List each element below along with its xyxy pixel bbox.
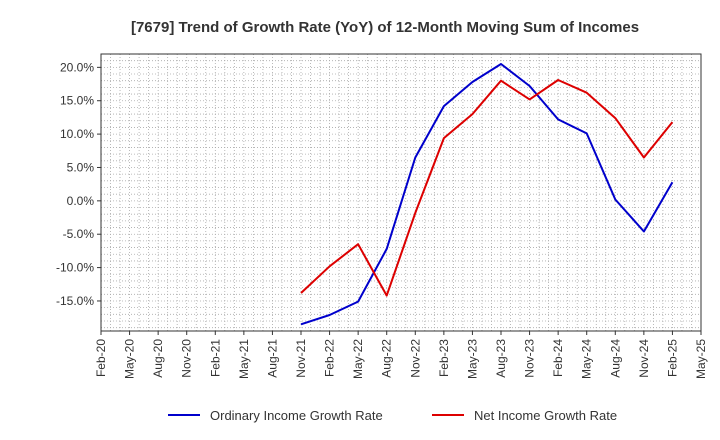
legend: Ordinary Income Growth Rate Net Income Gr… xyxy=(168,408,617,423)
x-tick-label: May-22 xyxy=(351,339,365,379)
legend-label: Ordinary Income Growth Rate xyxy=(210,408,383,423)
axes xyxy=(100,53,702,332)
y-tick-label: 0.0% xyxy=(67,194,95,208)
x-tick-label: May-21 xyxy=(237,339,251,379)
x-tick-label: May-23 xyxy=(465,339,479,379)
x-tick-label: Feb-23 xyxy=(437,339,451,377)
x-tick-label: Aug-24 xyxy=(608,339,622,378)
y-tick-label: 20.0% xyxy=(60,60,94,74)
x-tick-label: Aug-23 xyxy=(494,339,508,378)
x-tick-label: May-25 xyxy=(694,339,708,379)
x-tick-label: Nov-21 xyxy=(294,339,308,378)
y-tick-label: -5.0% xyxy=(63,227,95,241)
series-lines xyxy=(300,63,674,326)
series-line-net-income xyxy=(300,79,674,297)
x-tick-label: Feb-25 xyxy=(665,339,679,377)
y-tick-label: 15.0% xyxy=(60,94,94,108)
x-tick-label: Nov-24 xyxy=(637,339,651,378)
x-tick-label: May-20 xyxy=(123,339,137,379)
x-tick-label: Feb-24 xyxy=(551,339,565,377)
y-tick-labels: 20.0% 15.0% 10.0% 5.0% 0.0% -5.0% -10.0% -15.0% xyxy=(56,60,101,308)
x-tick-labels: Feb-20 May-20 Aug-20 Nov-20 Feb-21 May-21 Aug-… xyxy=(94,331,708,379)
x-tick-label: Nov-23 xyxy=(523,339,537,378)
legend-label: Net Income Growth Rate xyxy=(474,408,617,423)
x-tick-label: Nov-22 xyxy=(408,339,422,378)
x-tick-label: Aug-21 xyxy=(265,339,279,378)
y-tick-label: 10.0% xyxy=(60,127,94,141)
chart-title: [7679] Trend of Growth Rate (YoY) of 12-… xyxy=(131,19,639,36)
y-tick-label: -15.0% xyxy=(56,294,94,308)
plot-frame xyxy=(100,53,702,332)
x-tick-label: Feb-22 xyxy=(323,339,337,377)
x-tick-label: Feb-21 xyxy=(208,339,222,377)
y-tick-label: -10.0% xyxy=(56,261,94,275)
series-line-ordinary-income xyxy=(300,63,674,326)
x-tick-label: Aug-20 xyxy=(151,339,165,378)
x-tick-label: May-24 xyxy=(580,339,594,379)
x-tick-label: Nov-20 xyxy=(180,339,194,378)
y-tick-label: 5.0% xyxy=(67,160,95,174)
grid-lines xyxy=(100,53,702,331)
x-tick-label: Aug-22 xyxy=(380,339,394,378)
x-tick-label: Feb-20 xyxy=(94,339,108,377)
